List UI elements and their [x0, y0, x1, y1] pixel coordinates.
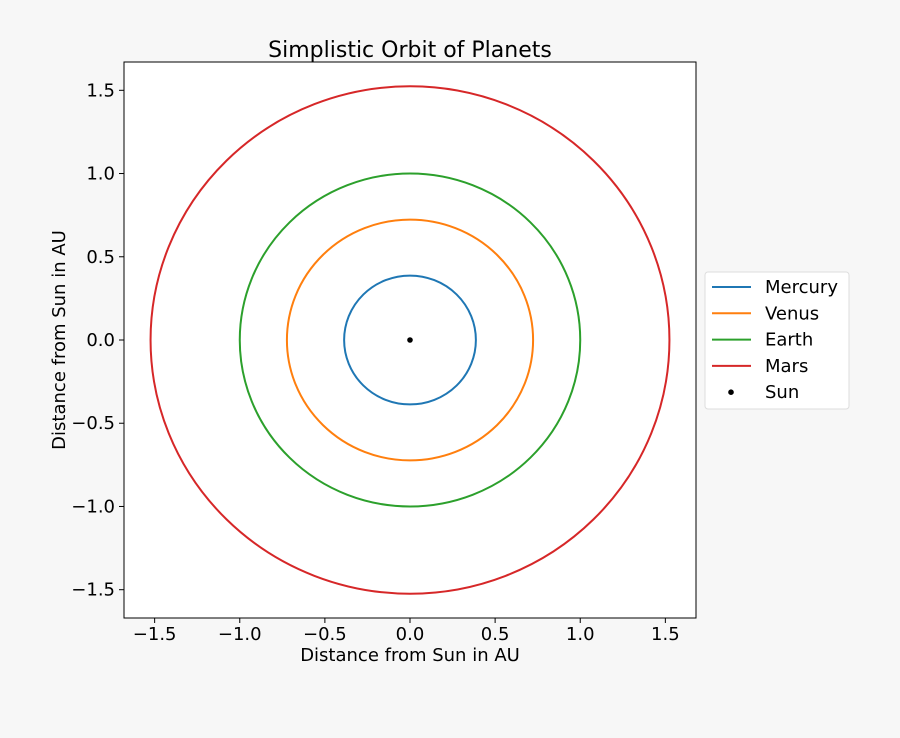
- plot-marks: [149, 85, 671, 595]
- x-tick-label: −0.5: [303, 624, 347, 645]
- x-tick-label: −1.5: [133, 624, 177, 645]
- y-tick-label: −1.0: [71, 496, 115, 517]
- y-tick-label: −0.5: [71, 413, 115, 434]
- orbit-earth: [238, 172, 582, 508]
- x-tick-label: 1.5: [651, 624, 680, 645]
- orbit-venus: [285, 218, 535, 462]
- y-tick-label: 0.5: [86, 247, 115, 268]
- legend-label-mercury: Mercury: [765, 277, 838, 298]
- x-axis-label: Distance from Sun in AU: [300, 645, 520, 666]
- y-tick-label: 1.0: [86, 164, 115, 185]
- orbit-mars: [149, 85, 671, 595]
- chart-title: Simplistic Orbit of Planets: [268, 38, 552, 63]
- axis-ticks: −1.5 −1.0 −0.5 0.0 0.5 1.0 1.5 −1.5 −1.0 −0.5 0.0 0…: [71, 80, 679, 645]
- y-axis-label: Distance from Sun in AU: [49, 230, 70, 450]
- legend-label-venus: Venus: [765, 303, 819, 324]
- x-tick-label: 1.0: [566, 624, 595, 645]
- x-tick-label: 0.5: [481, 624, 510, 645]
- y-tick-label: 1.5: [86, 80, 115, 101]
- legend-label-mars: Mars: [765, 356, 808, 377]
- y-tick-label: −1.5: [71, 580, 115, 601]
- x-tick-label: −1.0: [218, 624, 262, 645]
- legend-swatch-sun: [728, 389, 734, 396]
- orbit-mercury: [343, 274, 477, 406]
- legend: Mercury Venus Earth Mars Sun: [704, 271, 850, 410]
- x-tick-label: 0.0: [396, 624, 425, 645]
- legend-label-sun: Sun: [765, 382, 799, 403]
- legend-label-earth: Earth: [765, 330, 813, 351]
- legend-box: [704, 271, 850, 410]
- y-tick-label: 0.0: [86, 330, 115, 351]
- point-sun: [407, 337, 413, 343]
